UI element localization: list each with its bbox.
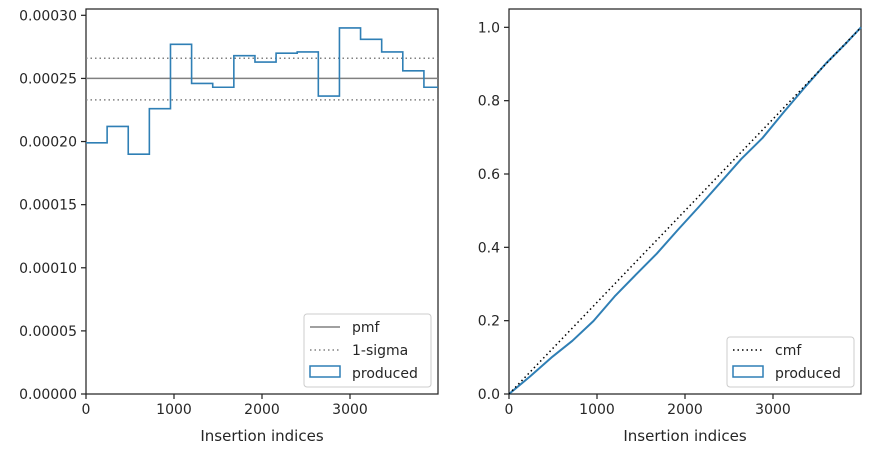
right-y-tick-label: 0.8	[478, 94, 500, 110]
legend-produced-swatch-right	[732, 365, 764, 378]
right-y-tick-label: 0.6	[478, 167, 500, 183]
left-x-axis-label: Insertion indices	[200, 427, 323, 445]
right-x-axis-label: Insertion indices	[623, 427, 746, 445]
produced-histogram-step	[86, 27, 438, 155]
right-y-tick-label: 0.4	[478, 240, 500, 256]
right-y-ticks: 0.0 0.2 0.4 0.6 0.8 1.0	[478, 20, 509, 403]
left-y-tick-label: 0.00015	[19, 198, 77, 214]
left-legend-box	[303, 313, 432, 388]
right-plot-frame	[508, 8, 862, 395]
right-legend-box	[726, 336, 855, 388]
left-x-ticks: 0 1000 2000 3000	[82, 394, 368, 418]
left-y-tick-label: 0.00020	[19, 135, 77, 151]
legend-cmf-label: cmf	[775, 343, 802, 359]
right-legend: cmf produced	[726, 336, 855, 388]
left-y-tick-label: 0.00025	[19, 71, 77, 87]
left-y-tick-label: 0.00000	[19, 387, 77, 403]
left-y-tick-label: 0.00030	[19, 8, 77, 24]
produced-cumulative-line	[508, 26, 862, 395]
left-x-tick-label: 0	[82, 402, 91, 418]
left-x-tick-label: 1000	[156, 402, 192, 418]
left-x-tick-label: 2000	[244, 402, 280, 418]
left-legend: pmf 1-sigma produced	[303, 313, 432, 388]
legend-produced-swatch	[309, 365, 341, 378]
right-plot-data	[508, 26, 862, 395]
right-x-tick-label: 2000	[667, 402, 703, 418]
right-x-ticks: 0 1000 2000 3000	[505, 394, 791, 418]
legend-produced-label: produced	[352, 366, 418, 382]
right-x-tick-label: 3000	[755, 402, 791, 418]
right-y-tick-label: 0.0	[478, 387, 500, 403]
left-y-tick-label: 0.00010	[19, 261, 77, 277]
right-x-tick-label: 1000	[579, 402, 615, 418]
left-x-tick-label: 3000	[332, 402, 368, 418]
histogram-panel: 0 1000 2000 3000 0.000000.000050.000100.000…	[19, 8, 439, 445]
right-y-tick-label: 0.2	[478, 314, 500, 330]
legend-produced-label-right: produced	[775, 366, 841, 382]
right-x-tick-label: 0	[505, 402, 514, 418]
left-y-ticks: 0.00000 0.00005 0.00010 0.00015 0.00020 0.000…	[19, 8, 86, 403]
cmf-line	[508, 26, 862, 395]
legend-pmf-label: pmf	[352, 320, 381, 336]
right-y-tick-label: 1.0	[478, 20, 500, 36]
legend-sigma-label: 1-sigma	[352, 343, 408, 359]
cumulative-panel: 0 1000 2000 3000 0.0 0.2 0.4 0.6 0.8 1.0 Inserti…	[478, 8, 862, 445]
left-plot-data	[86, 27, 438, 155]
left-y-tick-label: 0.00005	[19, 324, 77, 340]
